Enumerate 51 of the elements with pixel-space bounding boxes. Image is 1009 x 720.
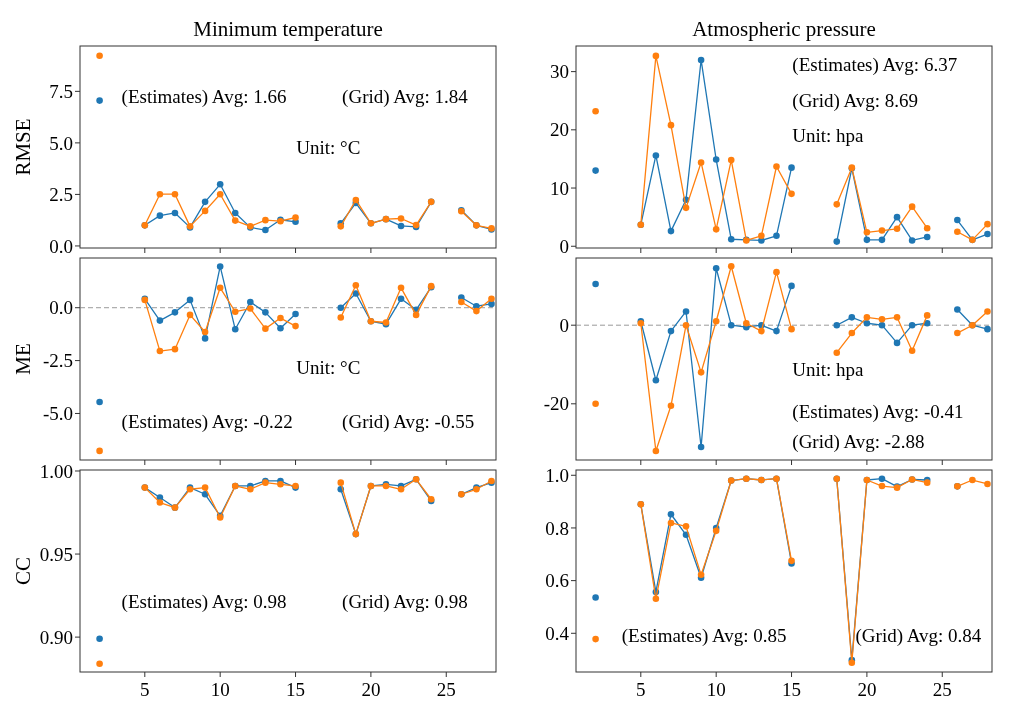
y-tick-label: 1.00: [39, 460, 73, 482]
annotation: (Grid) Avg: -2.88: [792, 431, 925, 454]
x-tick-label: 15: [782, 679, 802, 700]
y-tick-label: 0.0: [49, 235, 73, 257]
annotation: (Grid) Avg: -0.55: [342, 411, 475, 434]
y-tick-label: 7.5: [49, 81, 73, 102]
annotation: (Estimates) Avg: 0.85: [621, 625, 787, 648]
y-tick-label: 20: [550, 119, 569, 141]
annotation: Unit: hpa: [792, 358, 865, 380]
chart-title: Atmospheric pressure: [692, 17, 876, 41]
y-tick-label: 30: [550, 61, 569, 83]
x-tick-label: 10: [210, 679, 230, 700]
y-tick-label: 0.90: [39, 626, 73, 648]
y-tick-label: 10: [550, 177, 569, 199]
x-tick-label: 15: [286, 679, 306, 700]
annotation: Unit: hpa: [792, 124, 865, 146]
annotation: (Grid) Avg: 0.84: [855, 625, 982, 648]
y-tick-label: 2.5: [49, 184, 73, 206]
annotation: (Estimates) Avg: 1.66: [121, 86, 287, 109]
x-tick-label: 5: [140, 679, 150, 700]
y-tick-label: -5.0: [42, 403, 73, 425]
y-tick-label: 1.0: [545, 464, 569, 486]
x-tick-label: 10: [706, 679, 726, 700]
annotation: (Grid) Avg: 8.69: [792, 90, 919, 113]
annotation: Unit: °C: [296, 356, 361, 378]
y-tick-label: 0.95: [39, 543, 73, 565]
y-tick-label: 0: [559, 235, 569, 257]
y-tick-label: 5.0: [49, 132, 73, 154]
annotation: (Estimates) Avg: 6.37: [792, 53, 958, 76]
y-tick-label: 0: [559, 314, 569, 336]
x-tick-label: 25: [436, 679, 456, 700]
x-tick-label: 5: [636, 679, 646, 700]
x-tick-label: 20: [857, 679, 877, 700]
x-tick-label: 25: [932, 679, 952, 700]
y-axis-title: CC: [11, 556, 35, 586]
annotation: (Estimates) Avg: -0.41: [792, 401, 964, 424]
y-tick-label: 0.6: [545, 570, 569, 592]
y-axis-title: ME: [11, 343, 35, 375]
annotation: (Grid) Avg: 1.84: [342, 86, 469, 109]
y-tick-label: 0.8: [545, 517, 569, 539]
annotation: (Grid) Avg: 0.98: [342, 590, 468, 613]
chart-title: Minimum temperature: [193, 17, 383, 41]
y-tick-label: -2.5: [42, 350, 73, 372]
annotation: (Estimates) Avg: -0.22: [121, 411, 293, 434]
y-axis-title: RMSE: [11, 118, 35, 176]
annotation: (Estimates) Avg: 0.98: [121, 590, 287, 613]
y-tick-label: -20: [543, 393, 569, 415]
x-tick-label: 20: [361, 679, 381, 700]
y-tick-label: 0.0: [49, 297, 73, 319]
y-tick-label: 0.4: [545, 622, 570, 644]
annotation: Unit: °C: [296, 136, 361, 158]
